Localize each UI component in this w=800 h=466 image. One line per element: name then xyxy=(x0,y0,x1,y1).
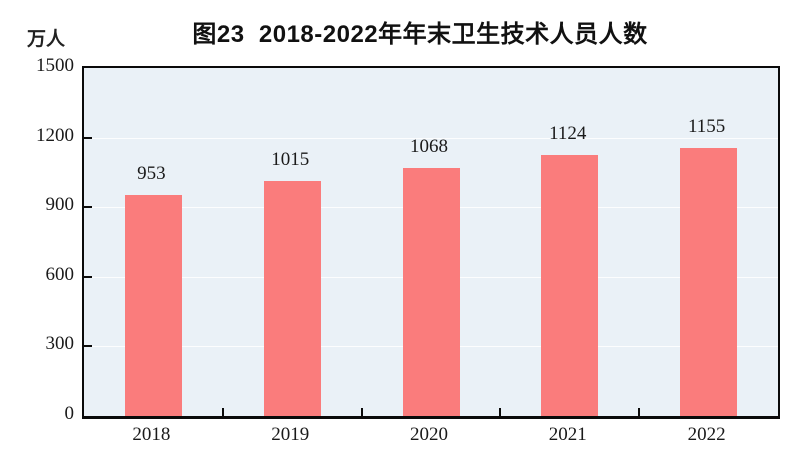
bar-value-label: 953 xyxy=(137,162,166,184)
y-axis-unit-label: 万人 xyxy=(27,29,66,50)
y-axis-tick xyxy=(84,345,92,348)
bar-value-label: 1068 xyxy=(410,136,448,158)
bar-value-label: 1015 xyxy=(271,148,310,170)
x-axis-category-label: 2020 xyxy=(410,424,448,445)
bar xyxy=(263,180,321,416)
y-axis-tick xyxy=(84,136,92,139)
y-axis-tick-label: 1500 xyxy=(36,55,74,76)
x-axis-category-label: 2019 xyxy=(271,424,310,445)
y-axis-tick-label: 600 xyxy=(45,263,75,285)
x-axis-tick xyxy=(360,408,363,416)
bar xyxy=(541,155,599,416)
y-axis-tick-label: 300 xyxy=(45,333,75,355)
bar xyxy=(680,148,738,416)
x-axis-category-label: 2018 xyxy=(132,424,171,445)
bar-value-label: 1155 xyxy=(687,116,726,138)
bar-value-label: 1124 xyxy=(549,123,587,145)
y-axis-tick xyxy=(84,206,92,209)
x-axis-category-label: 2021 xyxy=(548,424,587,445)
x-axis-tick xyxy=(638,408,641,416)
plot-area xyxy=(82,66,780,419)
y-axis-tick-label: 1200 xyxy=(36,124,74,146)
y-axis-tick-label: 900 xyxy=(45,194,75,216)
bar xyxy=(402,168,460,416)
chart-title: 图23 2018-2022年年末卫生技术人员人数 xyxy=(192,21,648,48)
y-axis-tick xyxy=(84,275,92,278)
x-axis-category-label: 2022 xyxy=(687,424,726,445)
x-axis-tick xyxy=(221,408,224,416)
bar xyxy=(124,194,182,416)
gridline xyxy=(84,137,778,139)
x-axis-tick xyxy=(499,408,502,416)
y-axis-tick-label: 0 xyxy=(64,403,75,424)
